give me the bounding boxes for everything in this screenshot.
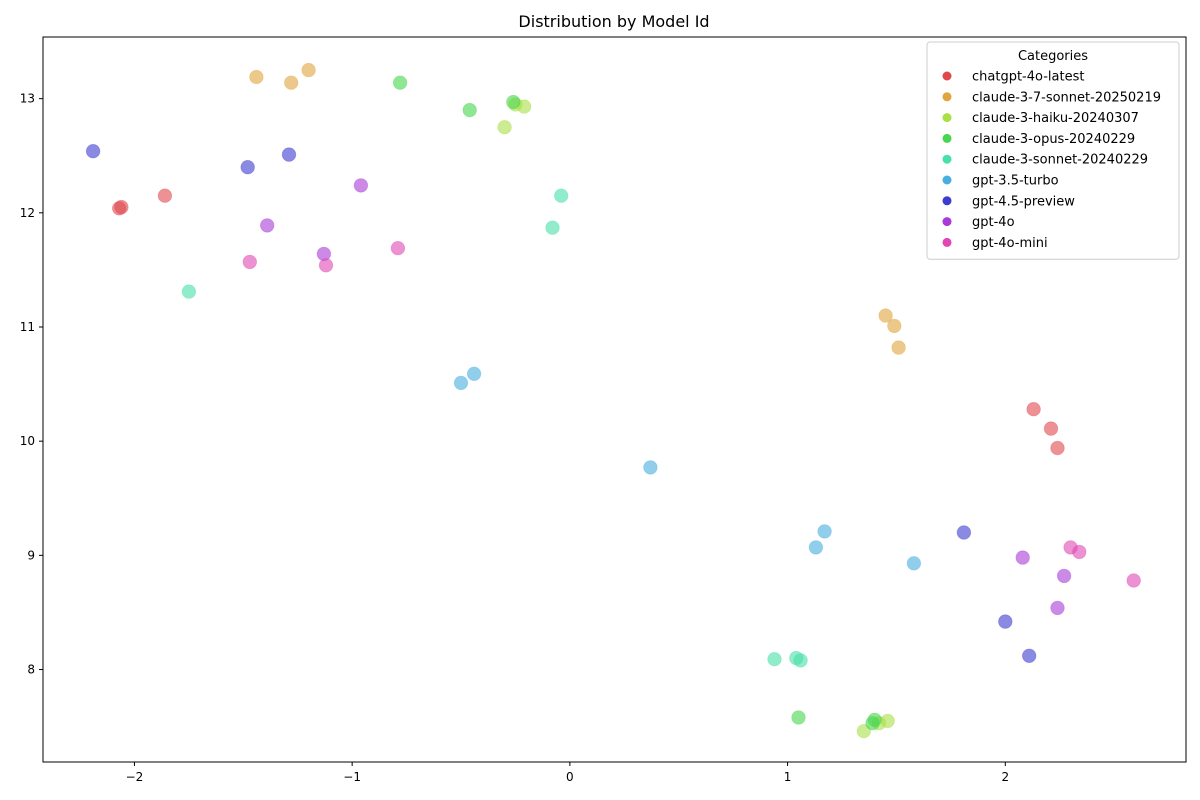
chart-title: Distribution by Model Id	[518, 12, 709, 31]
y-axis: 8 9 10 11 12 13	[20, 92, 43, 677]
data-point-claude-3-7-sonnet-20250219	[878, 308, 893, 323]
y-tick-label: 13	[20, 92, 35, 106]
x-tick-label: −1	[343, 770, 361, 784]
data-point-gpt-3.5-turbo	[643, 460, 658, 475]
plot-area	[42, 36, 1187, 763]
x-tick-label: 1	[784, 770, 792, 784]
legend-label: gpt-3.5-turbo	[972, 174, 1059, 189]
data-points	[85, 62, 1141, 739]
data-point-gpt-4o	[1056, 568, 1072, 584]
legend-label: claude-3-sonnet-20240229	[972, 153, 1148, 168]
data-point-claude-3-7-sonnet-20250219	[891, 340, 906, 355]
data-point-gpt-4o	[1015, 550, 1030, 565]
legend: Categories chatgpt-4o-latest claude-3-7-s…	[926, 41, 1180, 260]
y-tick-label: 8	[27, 663, 35, 677]
data-point-gpt-4o	[353, 178, 369, 193]
y-tick-label: 9	[27, 548, 35, 562]
legend-marker	[942, 92, 952, 102]
y-tick-label: 11	[20, 320, 35, 334]
legend-title: Categories	[1018, 49, 1088, 64]
data-point-claude-3-opus-20240229	[791, 710, 806, 725]
data-point-claude-3-haiku-20240307	[880, 713, 895, 729]
data-point-claude-3-haiku-20240307	[497, 119, 512, 135]
data-point-gpt-4o-mini	[242, 254, 258, 270]
data-point-claude-3-sonnet-20240229	[793, 653, 808, 668]
data-point-gpt-3.5-turbo	[906, 556, 922, 571]
legend-marker	[942, 113, 952, 123]
data-point-claude-3-sonnet-20240229	[545, 220, 560, 235]
data-point-chatgpt-4o-latest	[1043, 421, 1059, 436]
data-point-gpt-3.5-turbo	[808, 540, 824, 555]
data-point-gpt-4o-mini	[318, 258, 334, 273]
legend-marker	[942, 133, 952, 143]
data-point-gpt-4.5-preview	[998, 614, 1013, 629]
legend-marker	[942, 217, 952, 227]
data-point-claude-3-sonnet-20240229	[554, 188, 569, 203]
data-point-claude-3-7-sonnet-20250219	[301, 62, 316, 78]
data-point-gpt-4.5-preview	[281, 147, 297, 162]
legend-label: gpt-4.5-preview	[972, 194, 1075, 209]
data-point-gpt-4o-mini	[1126, 573, 1141, 588]
legend-marker	[942, 196, 952, 206]
legend-label: claude-3-opus-20240229	[972, 132, 1135, 147]
data-point-gpt-4.5-preview	[1021, 648, 1037, 664]
data-point-claude-3-opus-20240229	[462, 102, 477, 118]
data-point-chatgpt-4o-latest	[157, 188, 173, 203]
data-point-gpt-3.5-turbo	[453, 375, 469, 391]
data-point-claude-3-opus-20240229	[392, 75, 408, 90]
data-point-chatgpt-4o-latest	[114, 199, 129, 215]
legend-label: gpt-4o-mini	[972, 236, 1048, 251]
x-tick-label: 2	[1001, 770, 1009, 784]
data-point-chatgpt-4o-latest	[1050, 440, 1065, 456]
data-point-gpt-4o	[260, 218, 275, 233]
data-point-gpt-4.5-preview	[240, 159, 255, 175]
data-point-gpt-4o-mini	[390, 240, 406, 256]
x-tick-label: 0	[566, 770, 574, 784]
data-point-claude-3-haiku-20240307	[856, 724, 872, 739]
legend-marker	[942, 237, 952, 247]
data-point-claude-3-opus-20240229	[506, 94, 521, 110]
legend-marker	[942, 71, 952, 81]
x-tick-label: −2	[126, 770, 144, 784]
data-point-chatgpt-4o-latest	[1026, 402, 1041, 417]
data-point-gpt-4.5-preview	[956, 525, 972, 540]
data-point-claude-3-sonnet-20240229	[181, 284, 197, 299]
y-tick-label: 12	[20, 206, 35, 220]
data-point-gpt-3.5-turbo	[817, 524, 832, 539]
legend-marker	[942, 175, 952, 185]
legend-box	[926, 41, 1180, 260]
data-point-claude-3-7-sonnet-20250219	[887, 318, 902, 334]
legend-label: gpt-4o	[972, 215, 1015, 230]
data-point-claude-3-sonnet-20240229	[767, 652, 782, 667]
x-axis: −2 −1 0 1 2	[126, 762, 1009, 784]
data-point-gpt-3.5-turbo	[466, 366, 482, 382]
legend-label: claude-3-haiku-20240307	[972, 111, 1139, 126]
legend-label: claude-3-7-sonnet-20250219	[972, 90, 1161, 105]
legend-label: chatgpt-4o-latest	[972, 70, 1084, 85]
data-point-gpt-4o	[1050, 600, 1065, 616]
legend-marker	[942, 154, 952, 164]
data-point-gpt-4.5-preview	[85, 143, 101, 159]
y-tick-label: 10	[20, 434, 35, 448]
data-point-claude-3-opus-20240229	[867, 712, 882, 728]
data-point-claude-3-7-sonnet-20250219	[284, 75, 299, 90]
data-point-claude-3-7-sonnet-20250219	[249, 69, 264, 85]
data-point-gpt-4o-mini	[1072, 544, 1087, 560]
